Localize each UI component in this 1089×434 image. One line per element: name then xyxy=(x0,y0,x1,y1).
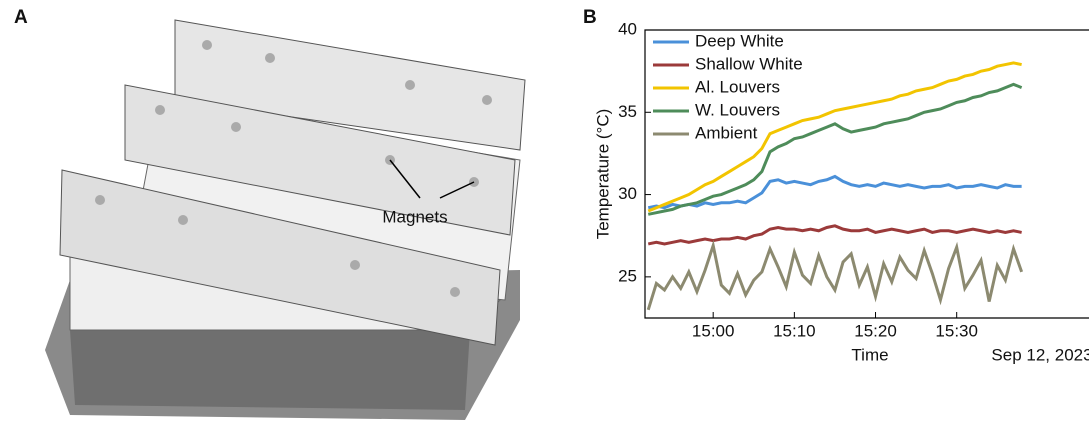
panel-label: A xyxy=(14,7,28,28)
series-line xyxy=(647,82,1023,216)
fin xyxy=(59,169,501,346)
x-tick-label: 15:10 xyxy=(773,321,816,340)
plot-lines xyxy=(646,61,1024,311)
legend-label: Ambient xyxy=(695,123,758,142)
series-line xyxy=(647,61,1022,213)
y-tick-label: 35 xyxy=(618,102,637,121)
y-tick-label: 30 xyxy=(618,184,637,203)
y-axis-label: Temperature (°C) xyxy=(593,109,612,240)
x-tick-label: 15:20 xyxy=(854,321,897,340)
annotation: Magnets xyxy=(382,207,447,226)
panel-label: B xyxy=(583,7,597,28)
axes-frame xyxy=(644,29,1089,319)
y-tick-label: 25 xyxy=(618,266,637,285)
legend-label: Al. Louvers xyxy=(695,77,780,96)
x-axis-label: Time xyxy=(851,345,888,364)
series-line xyxy=(647,224,1022,246)
series-line xyxy=(646,239,1024,311)
fin xyxy=(124,84,516,236)
y-tick-label: 40 xyxy=(618,19,637,38)
legend-label: Shallow White xyxy=(695,54,803,73)
fin xyxy=(174,19,526,151)
x-tick-label: 15:30 xyxy=(935,321,978,340)
series-line xyxy=(647,174,1022,210)
legend-label: Deep White xyxy=(695,31,784,50)
base-side xyxy=(70,330,470,410)
photo: Magnets A xyxy=(14,7,526,420)
x-tick-label: 15:00 xyxy=(692,321,735,340)
legend-label: W. Louvers xyxy=(695,100,780,119)
date-label: Sep 12, 2023 xyxy=(991,345,1089,364)
